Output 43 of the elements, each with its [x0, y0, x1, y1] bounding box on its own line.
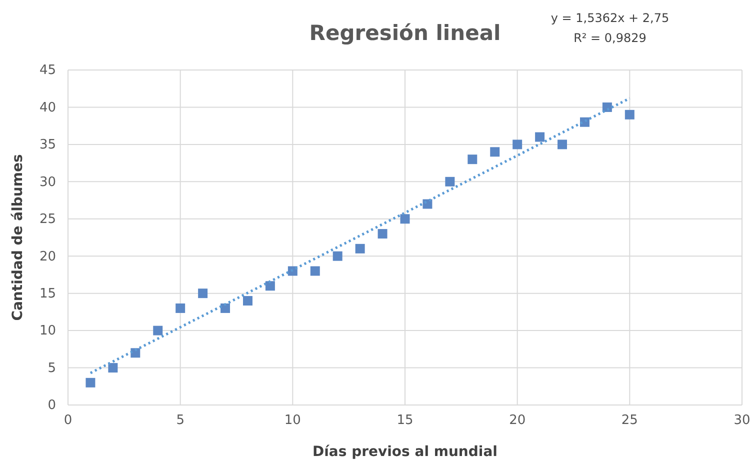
y-tick-label: 10 — [39, 324, 56, 339]
y-tick-label: 40 — [39, 100, 56, 116]
point — [535, 132, 545, 142]
point — [86, 378, 96, 388]
point — [400, 214, 410, 224]
point — [153, 326, 163, 336]
point — [468, 154, 478, 164]
text: y = 1,5362x + 2,75 — [550, 11, 670, 25]
y-tick-label: 5 — [48, 360, 56, 376]
y-tick-label: 15 — [39, 286, 56, 302]
y-axis-title: Cantidad de álbumes — [10, 154, 26, 321]
y-tick-label: 20 — [39, 249, 56, 264]
x-tick-label: 15 — [396, 413, 414, 428]
point — [198, 288, 208, 298]
y-tick-label: 45 — [39, 63, 56, 78]
point — [332, 251, 342, 261]
point — [445, 176, 455, 186]
point — [624, 110, 634, 120]
chart-title: Regresión lineal — [309, 21, 501, 45]
point — [602, 102, 612, 112]
point — [355, 244, 365, 254]
point — [310, 266, 320, 276]
point — [378, 229, 388, 239]
point — [108, 363, 118, 373]
x-tick-label: 5 — [176, 413, 184, 428]
y-tick-label: 0 — [48, 398, 56, 414]
x-tick-label: 0 — [64, 413, 72, 428]
point — [176, 303, 186, 313]
x-tick-label: 30 — [734, 413, 750, 428]
x-tick-label: 20 — [509, 413, 526, 428]
x-tick-label: 10 — [284, 413, 301, 428]
point — [490, 147, 500, 157]
text: R² = 0,9829 — [574, 31, 646, 45]
x-axis-title: Días previos al mundial — [312, 444, 498, 460]
y-tick-label: 25 — [39, 212, 56, 228]
point — [242, 296, 252, 306]
point — [265, 281, 275, 291]
point — [558, 140, 568, 150]
point — [512, 140, 522, 150]
x-tick-label: 25 — [621, 413, 638, 428]
y-tick-label: 35 — [39, 138, 56, 153]
point — [220, 303, 230, 313]
y-tick-label: 30 — [39, 174, 56, 190]
